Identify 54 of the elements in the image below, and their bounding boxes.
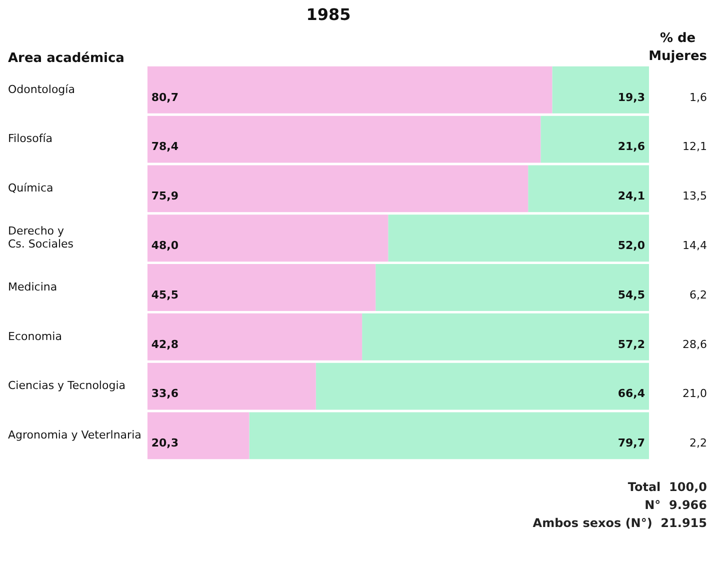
text: 1,6: [690, 90, 707, 104]
data-label: 78,4: [151, 140, 179, 154]
text: N° 9.966: [644, 497, 707, 514]
bar: [540, 116, 649, 163]
bar: [249, 412, 649, 460]
y-tick-label: Filosofía: [8, 132, 52, 146]
y-tick-label: Medicina: [8, 280, 58, 294]
data-label: 57,2: [618, 338, 645, 351]
data-label: 80,7: [151, 90, 179, 104]
text: 28,6: [682, 338, 707, 351]
bar: [362, 313, 649, 360]
y-tick-label: Economia: [8, 330, 62, 343]
data-label: 20,3: [151, 436, 179, 450]
bar: [147, 116, 541, 163]
data-label: 45,5: [151, 288, 179, 302]
data-label: 19,3: [618, 90, 645, 104]
bar: [147, 165, 528, 212]
text: 14,4: [682, 238, 707, 252]
data-label: 79,7: [618, 436, 645, 450]
data-label: 42,8: [151, 338, 179, 351]
bar: [147, 412, 250, 460]
data-label: 24,1: [618, 190, 645, 203]
y-tick-label: Química: [8, 182, 54, 195]
bar: [528, 165, 649, 212]
data-label: 48,0: [151, 238, 179, 252]
bar: [147, 214, 388, 262]
text: Ambos sexos (N°) 21.915: [532, 515, 707, 532]
y-axis-title: Area académica: [8, 51, 124, 66]
data-label: 66,4: [618, 387, 646, 400]
data-label: 21,6: [618, 140, 646, 154]
bar: [147, 362, 316, 410]
text: 12,1: [682, 140, 707, 154]
y-tick-label: Ciencias y Tecnologia: [8, 379, 126, 392]
text: 21,0: [682, 387, 707, 400]
text: 2,2: [690, 436, 707, 450]
bar: [147, 264, 376, 311]
bar: [147, 66, 552, 114]
data-label: 54,5: [618, 288, 645, 302]
data-label: 33,6: [151, 387, 179, 400]
text: Total 100,0: [626, 479, 707, 496]
bar: [376, 264, 649, 311]
chart-title: 1985: [306, 4, 351, 24]
bar: [147, 313, 362, 360]
y-tick-label: Derecho y Cs. Sociales: [8, 224, 74, 251]
y-tick-label: Odontología: [8, 82, 75, 96]
bar: [388, 214, 649, 262]
text: % de Mujeres: [648, 30, 707, 66]
data-label: 52,0: [618, 238, 646, 252]
bar: [316, 362, 649, 410]
text: 6,2: [690, 288, 707, 302]
y-tick-label: Agronomia y Veterlnaria: [8, 428, 142, 442]
text: 13,5: [682, 190, 707, 203]
bar: [552, 66, 649, 114]
data-label: 75,9: [151, 190, 179, 203]
